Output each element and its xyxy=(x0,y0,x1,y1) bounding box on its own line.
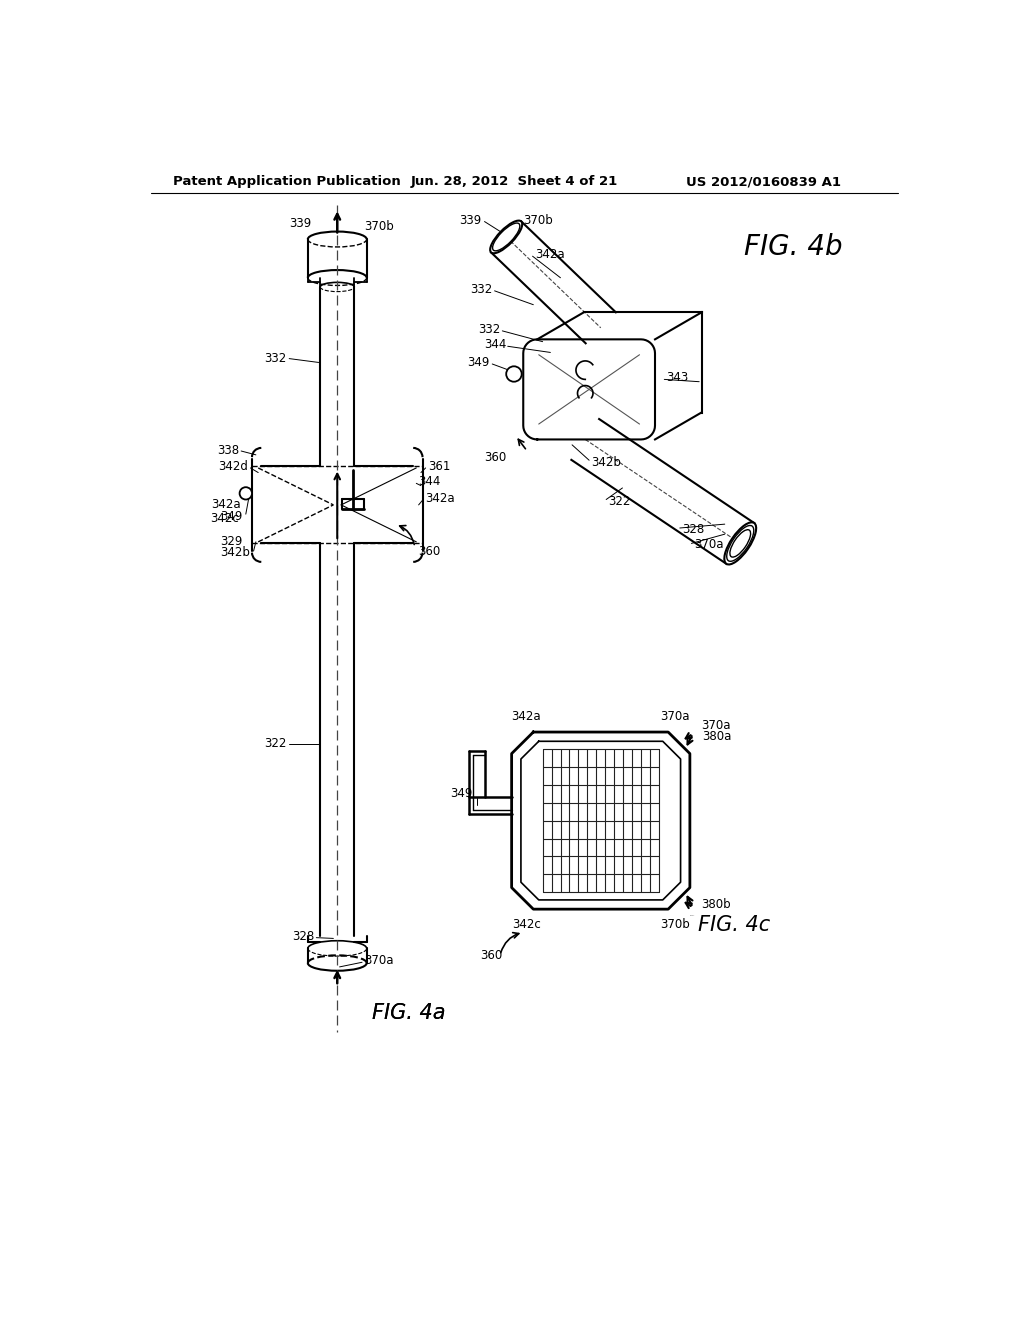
Text: FIG. 4b: FIG. 4b xyxy=(744,232,843,261)
Text: 360: 360 xyxy=(484,450,506,463)
Text: 332: 332 xyxy=(264,352,287,366)
Text: 342a: 342a xyxy=(211,499,241,511)
Text: 370a: 370a xyxy=(700,719,730,733)
Text: 339: 339 xyxy=(459,214,481,227)
Text: 342c: 342c xyxy=(210,512,239,525)
Text: FIG. 4c: FIG. 4c xyxy=(698,915,771,936)
Text: 338: 338 xyxy=(217,445,239,458)
Text: 380b: 380b xyxy=(700,898,730,911)
Circle shape xyxy=(240,487,252,499)
Text: 328: 328 xyxy=(682,523,705,536)
Circle shape xyxy=(506,366,521,381)
Text: 342b: 342b xyxy=(592,455,622,469)
Text: 349: 349 xyxy=(468,356,489,370)
Text: 370b: 370b xyxy=(523,214,553,227)
Text: 380a: 380a xyxy=(702,730,732,743)
Text: Jun. 28, 2012  Sheet 4 of 21: Jun. 28, 2012 Sheet 4 of 21 xyxy=(411,176,618,187)
Text: 339: 339 xyxy=(290,216,311,230)
Text: 370b: 370b xyxy=(660,917,690,931)
Text: 329: 329 xyxy=(220,536,243,548)
Text: 342d: 342d xyxy=(218,459,248,473)
Text: 344: 344 xyxy=(419,475,441,488)
Text: 342a: 342a xyxy=(535,248,564,261)
Text: 322: 322 xyxy=(264,737,287,750)
Text: 332: 332 xyxy=(470,282,493,296)
Text: 370a: 370a xyxy=(693,539,723,552)
Text: 322: 322 xyxy=(608,495,631,508)
Text: 370a: 370a xyxy=(365,954,394,968)
Text: FIG. 4a: FIG. 4a xyxy=(372,1003,445,1023)
Text: FIG. 4a: FIG. 4a xyxy=(372,1003,445,1023)
Text: 342c: 342c xyxy=(512,917,541,931)
Text: 360: 360 xyxy=(480,949,503,962)
Text: Patent Application Publication: Patent Application Publication xyxy=(173,176,400,187)
Text: 361: 361 xyxy=(428,459,451,473)
Text: US 2012/0160839 A1: US 2012/0160839 A1 xyxy=(686,176,841,187)
Ellipse shape xyxy=(730,529,751,557)
Text: 328: 328 xyxy=(292,929,314,942)
Text: 370a: 370a xyxy=(660,710,690,723)
Text: 332: 332 xyxy=(478,323,500,335)
Text: 342b: 342b xyxy=(220,546,251,560)
Ellipse shape xyxy=(493,223,520,251)
Text: 344: 344 xyxy=(483,338,506,351)
Ellipse shape xyxy=(490,220,522,253)
Text: 349: 349 xyxy=(220,510,243,523)
Text: 370b: 370b xyxy=(365,219,394,232)
Text: 342a: 342a xyxy=(425,492,455,506)
Text: 349: 349 xyxy=(451,787,473,800)
Text: 360: 360 xyxy=(419,545,441,557)
Text: 343: 343 xyxy=(667,371,689,384)
Text: 342a: 342a xyxy=(512,710,541,723)
Ellipse shape xyxy=(724,523,756,565)
Ellipse shape xyxy=(727,525,754,561)
